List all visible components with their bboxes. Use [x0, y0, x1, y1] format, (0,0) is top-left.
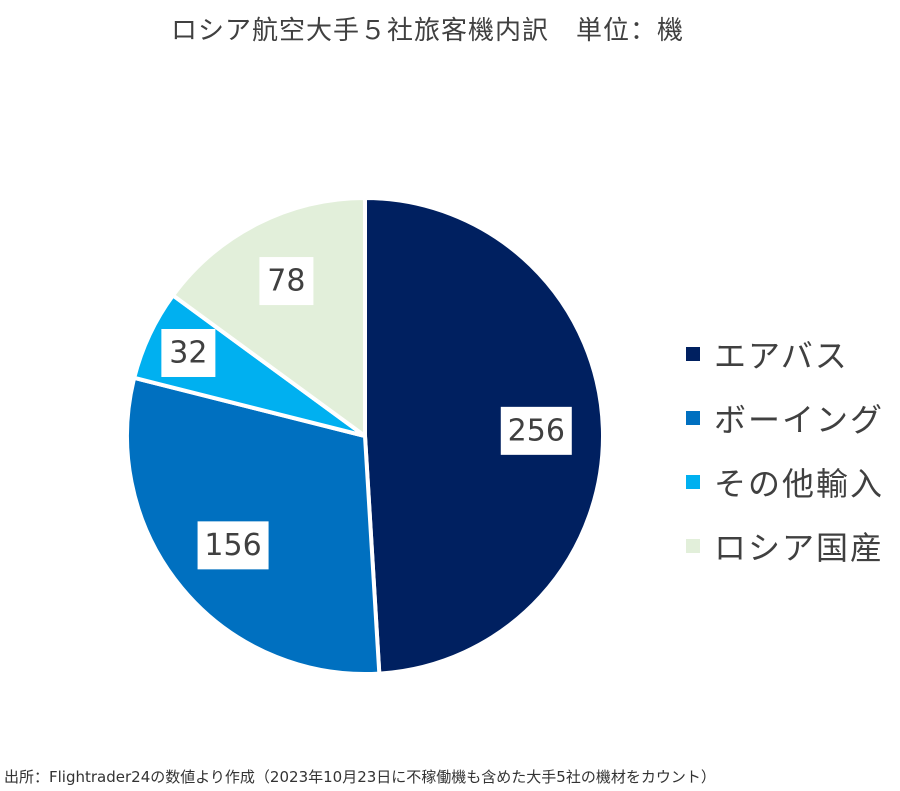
source-note: 出所：Flightrader24の数値より作成（2023年10月23日に不稼働機… — [4, 768, 716, 786]
legend-label: その他輸入 — [714, 465, 885, 503]
data-label-text: 256 — [508, 413, 565, 448]
data-label-box — [161, 328, 216, 377]
data-label-box — [500, 406, 572, 455]
data-label-text: 78 — [267, 264, 305, 299]
pie-data-labels: 256 156 32 78 — [161, 257, 572, 570]
slice-russian-made — [170, 196, 367, 438]
legend-item-other-imports: その他輸入 — [686, 450, 884, 514]
data-label-russian-made: 78 — [259, 257, 314, 306]
legend-swatch — [686, 539, 700, 553]
slice-airbus — [363, 196, 605, 676]
data-label-other-imports: 32 — [161, 328, 216, 377]
pie-slices — [125, 196, 605, 676]
legend-label: ボーイング — [714, 401, 885, 439]
legend-item-airbus: エアバス — [686, 322, 884, 386]
legend-item-boeing: ボーイング — [686, 386, 884, 450]
legend-swatch — [686, 411, 700, 425]
data-label-box — [259, 257, 314, 306]
legend: エアバス ボーイング その他輸入 ロシア国産 — [686, 322, 884, 578]
data-label-boeing: 156 — [197, 521, 269, 570]
legend-swatch — [686, 347, 700, 361]
legend-label: ロシア国産 — [714, 529, 885, 567]
data-label-text: 156 — [204, 528, 261, 563]
legend-item-russian-made: ロシア国産 — [686, 514, 884, 578]
data-label-box — [197, 521, 269, 570]
chart-title: ロシア航空大手５社旅客機内訳 単位：機 — [170, 16, 684, 46]
data-label-text: 32 — [169, 335, 207, 370]
data-label-airbus: 256 — [500, 406, 572, 455]
legend-label: エアバス — [714, 337, 849, 375]
legend-swatch — [686, 475, 700, 489]
